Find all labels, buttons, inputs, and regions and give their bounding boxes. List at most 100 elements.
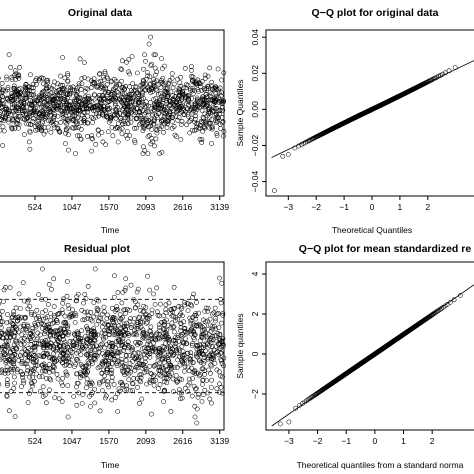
data-point [107, 332, 113, 337]
data-point [84, 309, 90, 315]
data-point [136, 97, 142, 103]
data-point [286, 419, 292, 425]
data-point [90, 120, 95, 125]
data-point [9, 77, 15, 83]
data-point [94, 322, 100, 327]
data-point [199, 137, 205, 143]
data-point [0, 114, 2, 119]
data-point [89, 361, 95, 366]
data-point [41, 354, 47, 359]
data-point [37, 111, 42, 117]
data-point [162, 372, 168, 377]
data-point [121, 112, 126, 118]
data-point [1, 128, 7, 134]
data-point [117, 318, 122, 324]
data-point [63, 91, 69, 97]
data-point [13, 305, 19, 311]
data-point [176, 304, 182, 309]
data-point [144, 341, 150, 347]
data-point [104, 316, 110, 321]
data-point [59, 108, 65, 114]
data-point [0, 325, 4, 330]
data-point [165, 121, 170, 127]
data-point [110, 108, 116, 114]
data-point [452, 65, 458, 70]
data-point [185, 364, 191, 370]
data-point [189, 68, 194, 73]
data-point [171, 284, 177, 290]
data-point [189, 64, 194, 69]
data-point [77, 133, 82, 139]
data-point [64, 293, 70, 299]
data-point [124, 59, 129, 65]
data-point [205, 327, 211, 332]
data-point [115, 112, 120, 118]
data-point [70, 104, 76, 110]
data-point [162, 63, 167, 69]
data-point [139, 396, 145, 402]
data-point [44, 376, 49, 381]
data-point [171, 324, 177, 330]
data-point [170, 389, 176, 394]
data-point [205, 101, 210, 107]
data-point [167, 352, 173, 358]
data-point [183, 93, 189, 99]
data-point [41, 81, 46, 87]
chart-title: Residual plot [64, 243, 130, 255]
data-point [2, 107, 8, 112]
data-point [30, 119, 36, 124]
x-axis-label: Theoretical quantiles from a standard no… [297, 460, 464, 470]
data-point [124, 306, 130, 312]
data-point [209, 385, 214, 390]
data-point [106, 99, 112, 105]
y-tick-label: −0.02 [250, 134, 260, 156]
data-point [135, 302, 141, 308]
data-point [218, 98, 223, 104]
data-point [86, 100, 92, 105]
data-point [54, 371, 60, 377]
data-point [183, 336, 188, 342]
data-point [5, 381, 10, 386]
data-point [79, 401, 85, 406]
data-point [186, 97, 191, 102]
data-point [189, 303, 195, 309]
data-point [48, 333, 54, 339]
data-point [0, 121, 2, 126]
data-point [30, 81, 36, 87]
data-point [114, 124, 120, 130]
data-point [164, 98, 170, 104]
data-point [0, 370, 4, 376]
data-point [40, 76, 46, 81]
data-point [192, 323, 197, 329]
data-point [211, 356, 216, 362]
data-point [193, 81, 198, 87]
data-point [160, 101, 166, 106]
data-point [180, 358, 185, 364]
data-point [154, 331, 159, 337]
data-point [217, 111, 222, 117]
data-point [30, 383, 35, 389]
data-point [30, 374, 35, 380]
data-point [66, 103, 71, 108]
data-point [161, 121, 167, 127]
data-point [85, 347, 91, 353]
data-point [34, 307, 40, 313]
data-point [126, 377, 132, 383]
data-point [20, 339, 25, 344]
data-point [44, 86, 50, 92]
data-point [58, 325, 64, 331]
data-point [204, 378, 209, 383]
data-point [91, 338, 97, 344]
data-point [82, 291, 88, 297]
data-point [216, 325, 222, 331]
data-point [141, 144, 146, 150]
data-point [50, 99, 55, 105]
data-point [119, 99, 125, 105]
data-point [125, 111, 131, 117]
data-point [43, 400, 49, 406]
data-point [151, 382, 157, 388]
data-point [219, 98, 224, 104]
data-point [143, 82, 149, 87]
data-point [84, 324, 89, 329]
data-point [197, 357, 203, 363]
